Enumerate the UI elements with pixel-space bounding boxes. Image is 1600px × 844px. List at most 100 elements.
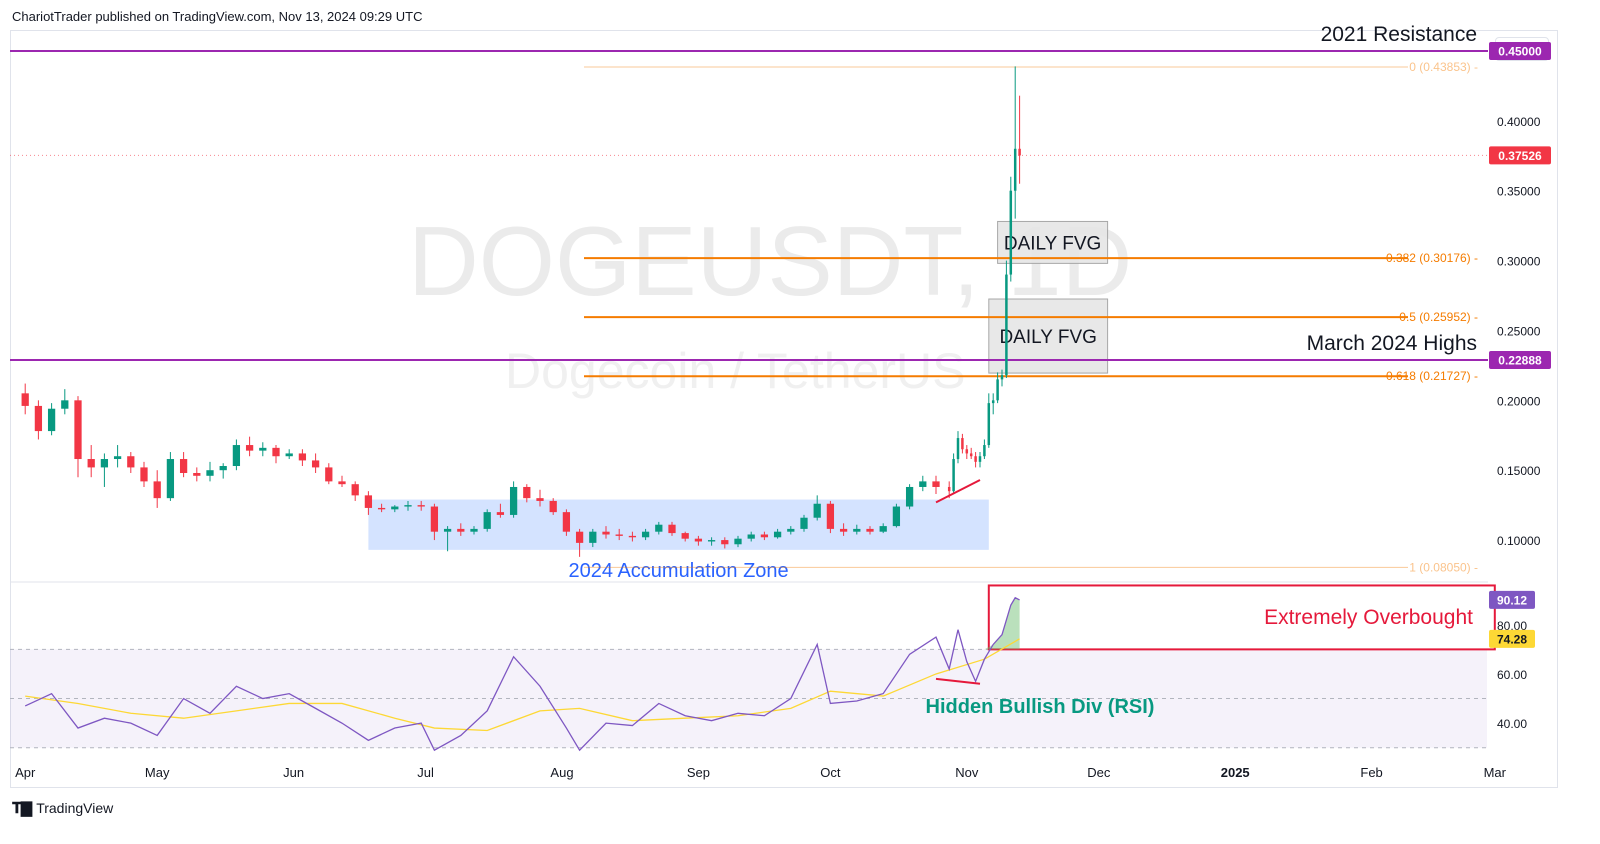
fib-label-1: 0.382 (0.30176) -	[1386, 251, 1478, 265]
candle-body	[575, 531, 584, 543]
fvg-label-1: DAILY FVG	[1004, 233, 1102, 254]
candle-body	[443, 528, 452, 532]
candle-body	[391, 506, 399, 510]
candle-body	[166, 459, 175, 499]
rsi-value-label-bg-1	[1489, 629, 1535, 648]
rsi-value-label-bg-0	[1489, 590, 1535, 609]
rsi-overbought-fill	[984, 597, 1020, 650]
candle-body	[364, 495, 373, 508]
time-tick-7: Nov	[955, 765, 979, 780]
hidden-bullish-div-label: Hidden Bullish Div (RSI)	[926, 696, 1155, 718]
time-tick-5: Sep	[687, 765, 710, 780]
candle-body	[1005, 274, 1008, 376]
candle-body	[245, 445, 254, 451]
candle-body	[978, 456, 982, 462]
candle-body	[956, 438, 960, 460]
price-tick-6: 0.40000	[1497, 115, 1541, 129]
candle-body	[787, 528, 795, 532]
overbought-label: Extremely Overbought	[1264, 606, 1473, 629]
candle-body	[1018, 148, 1021, 156]
accumulation-zone-label: 2024 Accumulation Zone	[569, 560, 789, 582]
rsi-divergence-line	[935, 677, 981, 685]
rsi-tick-0: 40.00	[1497, 717, 1527, 731]
fvg-label-2: DAILY FVG	[999, 327, 1097, 348]
rsi-value-label-0: 90.12	[1497, 593, 1527, 607]
chart-frame	[10, 30, 1558, 788]
resistance-label-0: 2021 Resistance	[1321, 23, 1477, 46]
candle-body	[932, 481, 940, 487]
price-label-1: 0.37526	[1498, 149, 1542, 163]
candle-body	[153, 481, 161, 499]
candle-body	[430, 506, 439, 532]
resistance-label-1: March 2024 Highs	[1307, 332, 1477, 355]
price-tick-0: 0.10000	[1497, 534, 1541, 548]
rsi-line	[24, 596, 1020, 752]
fvg-box-1	[997, 220, 1109, 264]
candle-body	[325, 467, 333, 482]
candle-body	[457, 528, 465, 532]
candle-body	[866, 528, 874, 532]
candle-body	[417, 505, 425, 507]
price-tick-3: 0.25000	[1497, 324, 1541, 338]
price-tick-2: 0.20000	[1497, 394, 1541, 408]
candle-body	[523, 486, 531, 499]
candle-body	[404, 505, 412, 507]
price-divergence-line	[935, 479, 981, 504]
candle-body	[969, 453, 973, 457]
candle-body	[193, 472, 201, 476]
price-label-bg-1	[1489, 146, 1551, 165]
candle-body	[947, 486, 951, 492]
price-label-bg-2	[1489, 350, 1551, 369]
price-tick-1: 0.15000	[1497, 464, 1541, 478]
candle-body	[991, 400, 995, 404]
candle-body	[813, 503, 821, 518]
candle-body	[974, 456, 977, 462]
candle-body	[272, 447, 280, 457]
candle-body	[338, 481, 346, 485]
candle-body	[259, 447, 267, 451]
candle-body	[628, 535, 637, 538]
rsi-value-label-1: 74.28	[1497, 632, 1527, 646]
candle-body	[826, 503, 835, 529]
candle-body	[589, 531, 597, 543]
brand-name: TradingView	[36, 800, 114, 816]
candle-body	[47, 408, 56, 432]
candle-body	[140, 467, 148, 482]
price-label-0: 0.45000	[1498, 44, 1542, 58]
candle-body	[311, 460, 320, 468]
price-label-2: 0.22888	[1498, 353, 1542, 367]
time-tick-10: Feb	[1360, 765, 1382, 780]
candle-body	[952, 459, 955, 492]
candle-body	[721, 540, 729, 545]
watermark-name: Dogecoin / TetherUS	[505, 343, 965, 399]
rsi-tick-2: 80.00	[1497, 619, 1527, 633]
time-tick-4: Aug	[550, 765, 573, 780]
candle-body	[179, 459, 188, 473]
candle-body	[641, 531, 650, 538]
candle-body	[602, 531, 610, 535]
time-tick-1: May	[145, 765, 170, 780]
candle-body	[905, 486, 914, 507]
candle-body	[219, 466, 227, 471]
fib-label-3: 0.618 (0.21727) -	[1386, 369, 1478, 383]
candle-body	[562, 512, 571, 532]
candle-body	[1000, 375, 1004, 380]
candle-body	[879, 526, 887, 532]
price-tick-4: 0.30000	[1497, 255, 1541, 269]
tradingview-logo: 𝐓▇ TradingView	[12, 799, 113, 817]
candle-body	[127, 456, 135, 468]
candle-body	[707, 540, 716, 542]
candle-body	[892, 506, 901, 527]
candle-body	[549, 500, 557, 513]
rsi-ma-line	[25, 638, 1020, 732]
candle-body	[747, 534, 755, 539]
price-label-bg-0	[1489, 41, 1551, 60]
candle-body	[983, 445, 986, 457]
candle-body	[681, 533, 689, 539]
fib-label-4: 1 (0.08050) -	[1409, 560, 1478, 574]
candle-body	[800, 517, 808, 529]
candle-body	[232, 445, 241, 467]
time-tick-6: Oct	[820, 765, 841, 780]
candle-body	[34, 405, 43, 432]
